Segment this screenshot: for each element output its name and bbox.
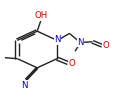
Text: N: N: [77, 38, 84, 47]
Text: N: N: [21, 81, 27, 90]
Text: N: N: [54, 35, 61, 44]
Text: OH: OH: [35, 11, 48, 20]
Text: O: O: [69, 59, 75, 68]
Text: O: O: [102, 41, 109, 50]
